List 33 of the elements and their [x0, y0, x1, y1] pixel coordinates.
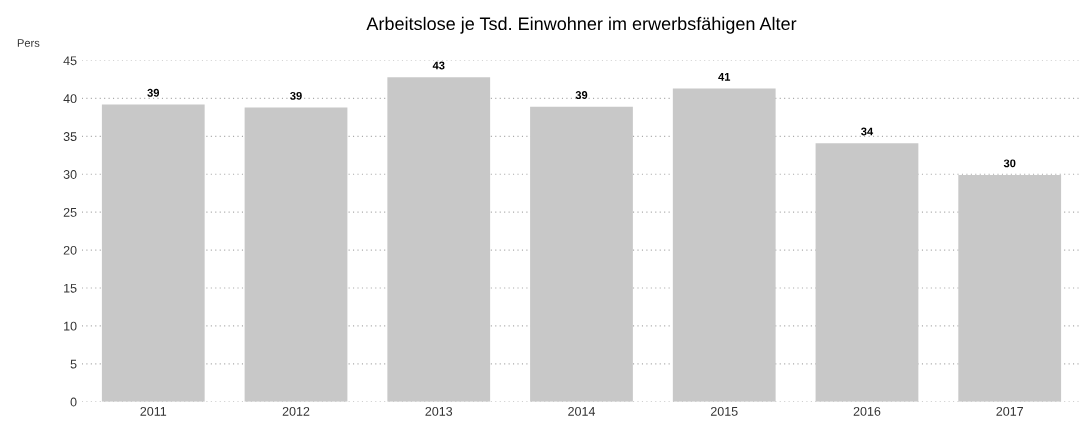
x-tick-label: 2017: [996, 406, 1023, 416]
x-tick-label: 2014: [568, 406, 596, 416]
data-label: 43: [432, 61, 445, 70]
data-label: 30: [1003, 159, 1016, 168]
x-tick-label: 2015: [710, 406, 738, 416]
data-label: 39: [575, 91, 588, 100]
x-tick-label: 2016: [853, 406, 881, 416]
bar: [530, 106, 633, 402]
data-label: 34: [861, 127, 874, 136]
data-label: 39: [147, 88, 160, 97]
bar: [244, 107, 348, 402]
data-label: 41: [718, 73, 731, 81]
y-tick-label: 40: [63, 94, 77, 104]
y-tick-label: 30: [63, 170, 77, 179]
chart-title: Arbeitslose je Tsd. Einwohner im erwerbsfähigen Alter: [366, 16, 797, 34]
y-tick-label: 45: [63, 56, 77, 66]
y-tick-label: 35: [63, 132, 77, 141]
x-tick-label: 2013: [425, 406, 453, 416]
y-tick-label: 5: [70, 359, 77, 369]
data-label: 39: [290, 91, 302, 100]
y-tick-label: 25: [63, 207, 77, 217]
x-tick-label: 2011: [140, 406, 167, 416]
bar: [815, 143, 919, 402]
y-tick-label: 20: [63, 245, 77, 255]
bar: [958, 175, 1062, 402]
y-tick-label: 0: [70, 397, 77, 407]
y-tick-label: 10: [64, 321, 77, 331]
bar: [101, 104, 205, 402]
y-axis-title: Pers: [17, 39, 40, 47]
bar: [387, 77, 491, 402]
y-tick-label: 15: [64, 283, 77, 293]
bar: [672, 88, 776, 402]
x-tick-label: 2012: [282, 406, 310, 416]
